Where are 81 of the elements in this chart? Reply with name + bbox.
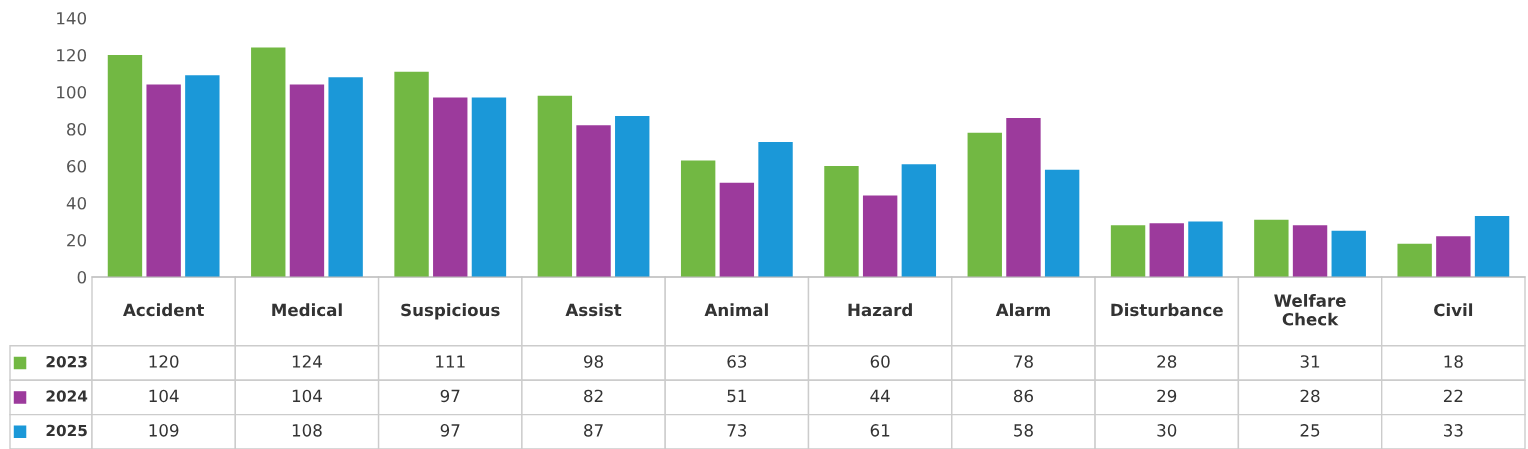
data-label: 51: [727, 389, 746, 403]
bar: [1254, 219, 1289, 277]
data-label: 73: [727, 424, 747, 437]
y-tick-label: 60: [67, 159, 87, 173]
bar: [1331, 230, 1366, 277]
bar: [289, 84, 325, 277]
bar: [1044, 169, 1080, 277]
data-label: 120: [149, 355, 179, 368]
bar: [1397, 243, 1432, 277]
data-label: 60: [870, 355, 890, 368]
y-tick-label: 40: [66, 196, 87, 210]
bar: [471, 97, 507, 277]
data-label: 25: [1300, 424, 1320, 437]
bar: [1188, 221, 1223, 277]
data-label: 33: [1444, 424, 1463, 437]
data-label: 104: [149, 389, 179, 403]
data-label: 31: [1300, 355, 1320, 368]
x-tick-label: Civil: [1434, 303, 1473, 317]
x-tick-label: Welfare Check: [1274, 294, 1346, 326]
data-label: 30: [1157, 424, 1177, 437]
y-tick-label: 100: [57, 85, 87, 99]
bar: [967, 132, 1002, 277]
bar: [1474, 215, 1510, 277]
y-tick-label: 20: [67, 233, 87, 247]
x-tick-label: Alarm: [995, 303, 1050, 317]
y-tick-label: 0: [77, 270, 87, 284]
bar: [615, 116, 650, 277]
x-tick-label: Animal: [704, 303, 768, 317]
bar: [146, 84, 181, 277]
bar: [107, 55, 143, 277]
data-label: 109: [149, 424, 179, 437]
data-label: 18: [1444, 355, 1463, 368]
x-tick-label: Assist: [565, 303, 622, 317]
data-label: 22: [1443, 389, 1463, 402]
x-tick-label: Disturbance: [1111, 303, 1223, 317]
data-label: 97: [440, 424, 460, 437]
bar: [328, 77, 363, 277]
data-label: 111: [436, 355, 465, 368]
bar: [901, 164, 937, 277]
legend-label: 2023: [46, 355, 87, 368]
x-tick-label: Hazard: [848, 303, 912, 317]
bar: [251, 47, 286, 277]
bar: [394, 71, 429, 277]
x-tick-label: Accident: [123, 303, 204, 317]
y-tick-label: 120: [57, 48, 87, 62]
bar: [1436, 236, 1471, 277]
bar: [433, 97, 468, 277]
data-label: 63: [727, 355, 747, 368]
y-tick-label: 140: [57, 11, 87, 25]
bar: [185, 75, 220, 277]
bar: [537, 95, 573, 277]
bar: [862, 195, 898, 277]
bar: [576, 125, 611, 277]
bar: [824, 166, 859, 277]
data-label: 58: [1014, 424, 1033, 437]
data-label: 61: [870, 424, 890, 437]
data-label: 28: [1157, 355, 1177, 368]
bar: [1006, 117, 1041, 277]
y-tick-label: 80: [67, 122, 87, 136]
data-label: 97: [440, 389, 460, 403]
x-tick-label: Medical: [272, 303, 342, 317]
data-label: 78: [1014, 355, 1033, 368]
bar: [1110, 225, 1146, 277]
bar: [1149, 223, 1184, 277]
data-label: 108: [292, 424, 322, 437]
bar: [719, 182, 755, 277]
x-tick-label: Suspicious: [401, 303, 500, 320]
legend-label: 2024: [46, 390, 88, 402]
data-label: 29: [1157, 389, 1177, 403]
data-label: 44: [870, 389, 890, 402]
legend-label: 2025: [46, 424, 87, 437]
data-label: 98: [584, 355, 604, 368]
data-label: 87: [584, 424, 603, 437]
data-label: 82: [584, 389, 603, 403]
bar: [758, 141, 793, 277]
bar: [680, 160, 716, 277]
data-label: 28: [1300, 389, 1320, 403]
data-label: 104: [292, 389, 322, 403]
data-label: 86: [1013, 389, 1033, 403]
data-label: 124: [292, 355, 322, 368]
bar: [1292, 225, 1328, 277]
